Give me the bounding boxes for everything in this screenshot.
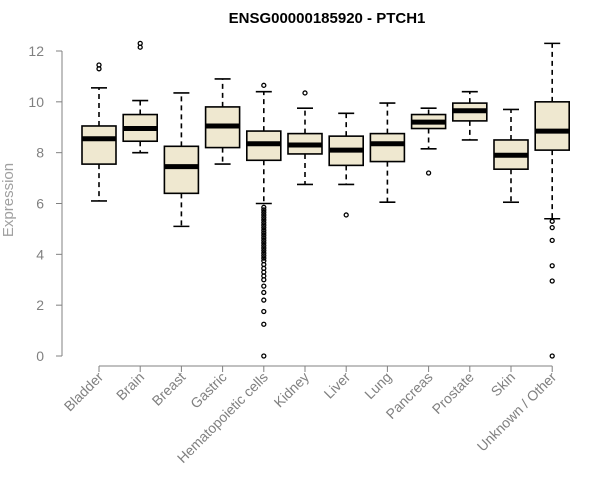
outlier-point <box>261 230 267 236</box>
outlier-point <box>261 237 267 244</box>
box-breast <box>163 92 200 228</box>
outlier-point <box>261 245 267 251</box>
outlier-point <box>261 255 267 261</box>
box-prostate <box>451 90 488 141</box>
outlier-point <box>261 277 267 283</box>
outlier-point <box>261 283 267 289</box>
outlier-point <box>96 62 102 68</box>
x-tick-label: Breast <box>149 369 189 409</box>
outlier-point <box>261 353 267 359</box>
box-gastric <box>204 78 241 165</box>
outlier-point <box>261 250 267 256</box>
y-tick-label: 6 <box>36 196 44 212</box>
chart-title: ENSG00000185920 - PTCH1 <box>229 10 426 27</box>
outlier-point <box>261 235 267 241</box>
outlier-point <box>261 224 267 231</box>
y-axis: 0 2 4 6 8 10 12 <box>28 43 63 364</box>
outlier-point <box>549 224 555 231</box>
outlier-point <box>261 308 267 315</box>
outlier-point <box>261 242 267 249</box>
outlier-point <box>549 218 555 224</box>
outlier-point <box>261 219 267 226</box>
x-tick-label: Bladder <box>61 369 107 415</box>
box-liver <box>328 112 365 218</box>
outlier-point <box>261 321 267 327</box>
box-skin <box>493 108 529 204</box>
outlier-point <box>549 353 555 359</box>
outlier-point <box>549 263 555 269</box>
outlier-point <box>261 214 267 221</box>
box-brain <box>122 40 158 154</box>
iqr-box <box>81 125 117 165</box>
outlier-point <box>261 204 267 210</box>
outlier-point <box>261 289 267 296</box>
y-tick-label: 2 <box>36 297 44 313</box>
box-hematopoietic-cells <box>246 82 282 359</box>
box-series <box>81 40 571 359</box>
x-tick-label: Liver <box>321 369 354 402</box>
outlier-point <box>261 232 267 238</box>
box-bladder <box>81 62 117 202</box>
outlier-point <box>549 278 555 284</box>
iqr-box <box>163 145 200 195</box>
x-tick-label: Skin <box>488 369 519 400</box>
outlier-point <box>425 170 432 176</box>
x-tick-label: Kidney <box>271 369 313 411</box>
outlier-point <box>261 207 267 213</box>
y-tick-label: 10 <box>28 94 44 110</box>
outlier-point <box>261 82 267 88</box>
outlier-point <box>261 212 267 218</box>
outlier-point <box>261 217 267 223</box>
y-tick-label: 4 <box>36 246 44 262</box>
y-axis-label: Expression <box>0 163 17 237</box>
x-tick-label: Prostate <box>429 369 477 417</box>
box-kidney <box>287 90 323 186</box>
iqr-box <box>369 132 406 163</box>
outlier-point <box>302 90 308 96</box>
outlier-point <box>343 212 349 218</box>
iqr-box <box>534 101 571 151</box>
box-unknown-other <box>534 42 571 359</box>
outlier-point <box>261 209 267 216</box>
outlier-point <box>261 227 267 233</box>
outlier-point <box>261 240 267 246</box>
x-tick-label: Brain <box>113 369 147 403</box>
outlier-point <box>137 40 143 47</box>
y-tick-label: 12 <box>28 43 44 59</box>
outlier-point <box>261 222 267 228</box>
outlier-point <box>261 252 267 259</box>
outlier-point <box>549 237 555 244</box>
y-tick-label: 0 <box>36 348 44 364</box>
outlier-point <box>261 247 267 254</box>
box-pancreas <box>410 107 447 176</box>
box-lung <box>369 102 406 204</box>
y-tick-label: 8 <box>36 145 44 161</box>
x-tick-label: Lung <box>361 369 394 402</box>
outlier-point <box>261 297 267 303</box>
